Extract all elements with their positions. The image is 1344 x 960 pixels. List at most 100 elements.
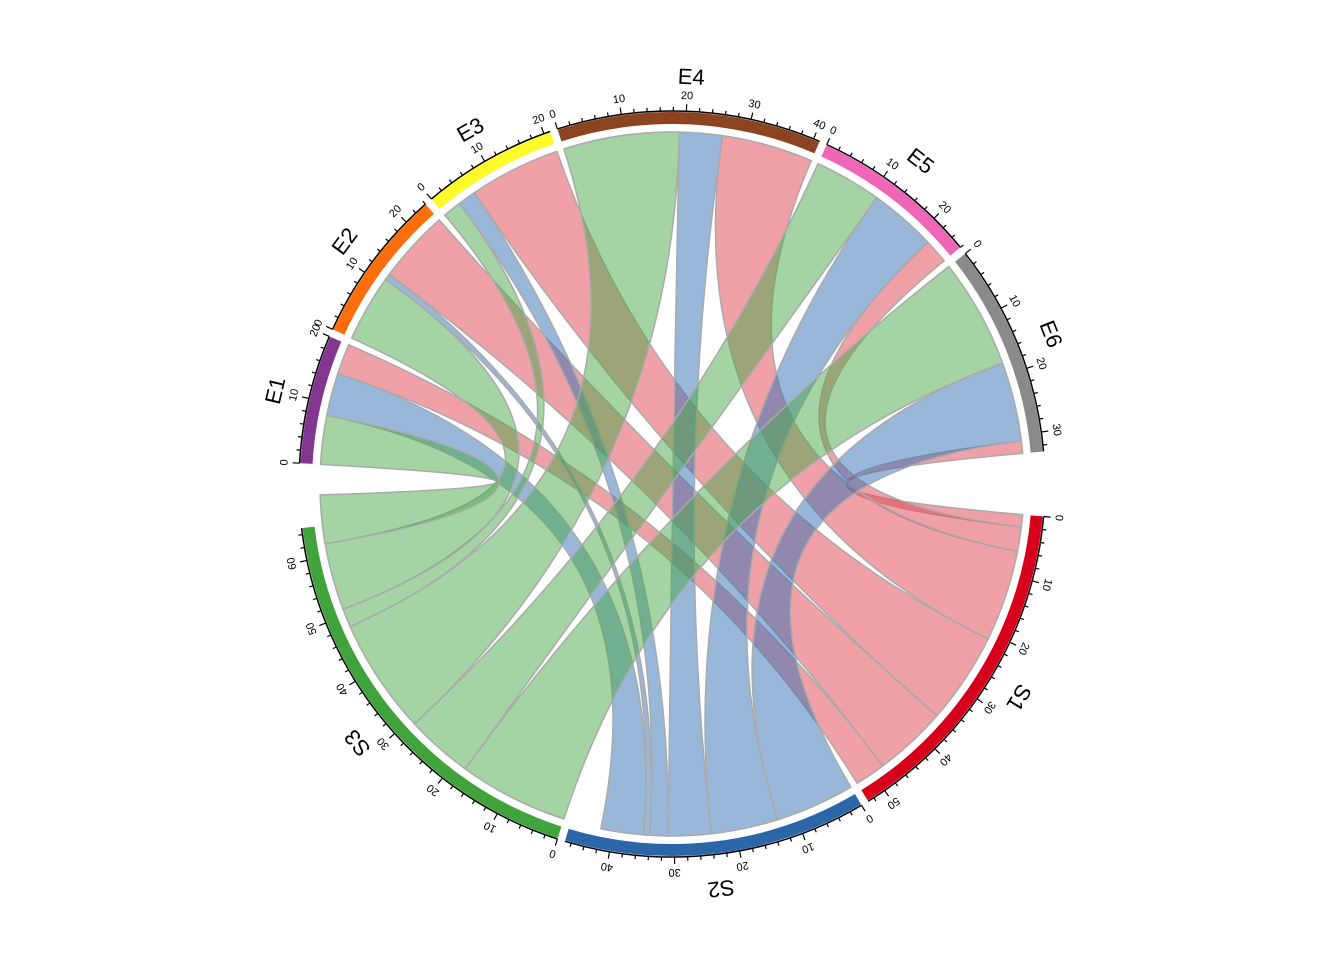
tick-mark [437,777,443,784]
tick-mark [346,291,352,296]
tick-mark [976,698,984,704]
tick-mark [554,122,559,130]
tick-mark [1028,592,1033,596]
tick-mark [987,282,992,287]
tick-label: 10 [884,156,901,173]
tick-mark [933,213,940,219]
tick-mark [493,813,498,821]
tick-mark [400,216,407,223]
tick-mark [1036,404,1041,407]
tick-mark [308,384,313,387]
tick-mark [934,748,941,755]
tick-mark [460,793,465,798]
tick-mark [1026,365,1034,369]
tick-mark [376,248,381,252]
tick-mark [419,760,423,765]
tick-mark [802,833,806,841]
tick-mark [358,268,366,273]
tick-label: 0 [828,124,839,137]
tick-mark [422,200,426,205]
tick-mark [315,358,321,362]
tick-mark [529,134,533,139]
tick-mark [300,546,305,549]
tick-mark [619,107,622,115]
tick-mark [358,691,363,695]
tick-mark [595,849,598,854]
tick-mark [972,261,977,265]
tick-mark [1022,354,1027,357]
tick-mark [340,303,345,307]
tick-mark [569,842,572,848]
tick-mark [309,585,314,588]
tick-label: 0 [1052,514,1064,521]
tick-mark [1014,629,1020,633]
tick-label: 30 [1050,423,1064,437]
tick-mark [777,841,780,846]
tick-mark [554,838,559,846]
tick-mark [788,125,791,131]
tick-mark [813,132,817,140]
tick-mark [394,228,398,233]
tick-label: 20 [735,859,749,873]
tick-mark [997,664,1002,668]
tick-mark [763,118,766,123]
tick-mark [322,333,330,338]
sector-label-s2: S2 [706,875,736,903]
tick-mark [924,206,928,210]
tick-mark [994,294,999,298]
sector-track-e1 [300,336,342,464]
tick-mark [849,152,853,157]
tick-mark [951,234,956,238]
sector-label-e4: E4 [677,64,705,90]
tick-mark [382,723,387,727]
tick-mark [299,559,308,563]
tick-mark [960,719,965,723]
tick-mark [1033,391,1038,395]
sector-track-e6 [955,254,1043,453]
tick-mark [297,436,303,438]
tick-mark [471,800,476,805]
axis-line-e6 [964,253,1045,452]
tick-mark [606,112,609,117]
tick-mark [368,258,373,263]
tick-label: 0 [548,108,558,121]
tick-mark [968,708,973,713]
tick-mark [621,853,623,858]
tick-mark [319,622,327,627]
tick-mark [764,845,767,850]
tick-mark [826,823,829,828]
tick-mark [737,112,740,118]
tick-mark [344,669,349,673]
tick-label: 0 [548,847,558,860]
tick-label: 0 [415,181,427,194]
tick-mark [1041,430,1049,433]
tick-mark [872,165,876,170]
tick-mark [814,828,817,833]
tick-mark [349,680,356,686]
tick-mark [400,742,405,747]
tick-mark [518,824,522,829]
tick-mark [1000,304,1008,309]
tick-mark [505,145,509,150]
tick-label: 20 [681,90,694,102]
tick-mark [438,187,442,192]
tick-mark [412,209,417,214]
tick-mark [838,817,841,822]
tick-mark [960,244,964,248]
sector-label-s3: S3 [339,725,375,762]
tick-label: 0 [971,238,984,250]
axis-line-s3 [300,528,558,840]
tick-label: 60 [285,556,299,570]
tick-mark [1039,417,1044,420]
tick-mark [530,829,534,835]
tick-mark [904,188,908,193]
tick-mark [914,197,918,202]
tick-mark [726,852,728,858]
tick-label: 40 [334,681,351,698]
tick-mark [429,769,433,774]
tick-mark [483,806,487,811]
tick-mark [317,610,322,613]
sector-track-e5 [821,145,960,256]
tick-mark [849,811,853,816]
